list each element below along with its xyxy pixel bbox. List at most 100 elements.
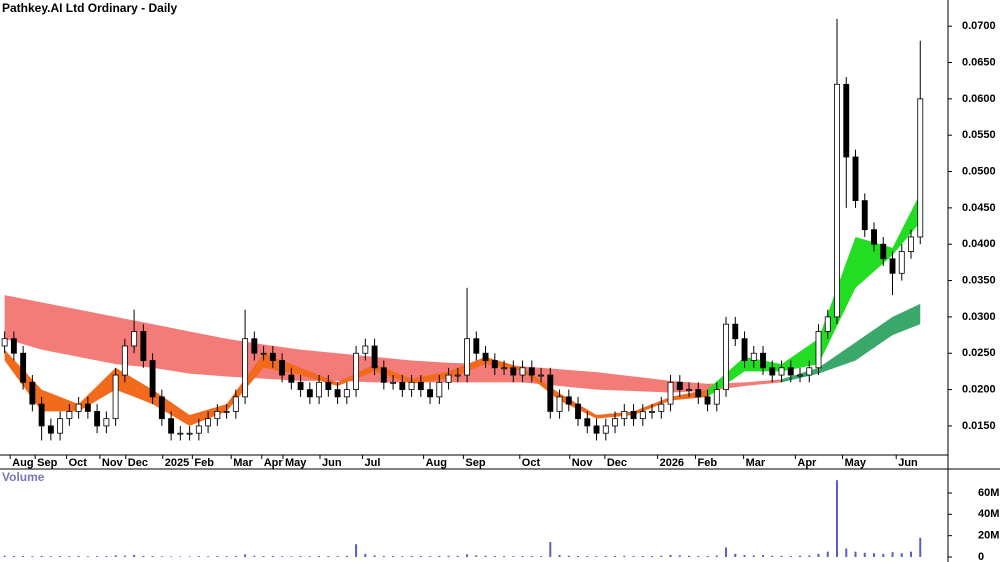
candle-body — [815, 331, 822, 369]
volume-bar — [281, 556, 284, 557]
volume-bar — [743, 554, 746, 557]
candle-body — [158, 396, 165, 420]
x-tick-label: Nov — [102, 457, 124, 469]
x-tick-label: Apr — [797, 457, 817, 469]
candle-body — [501, 367, 508, 370]
candle-body — [10, 338, 17, 354]
candle-body — [417, 381, 424, 390]
candle-body — [797, 374, 803, 377]
y-tick-label: 0.0650 — [962, 56, 996, 68]
candle-body — [131, 331, 138, 347]
candle-body — [408, 381, 415, 390]
candle-body — [454, 374, 461, 377]
candle-body — [769, 367, 776, 376]
candle-body — [547, 374, 554, 412]
volume-bar — [216, 556, 219, 557]
volume-bar — [558, 554, 561, 557]
volume-bar — [549, 542, 552, 557]
x-tick-label: Oct — [522, 457, 541, 469]
volume-bar — [151, 556, 154, 557]
volume-bar — [595, 556, 598, 557]
candle-body — [371, 345, 378, 369]
volume-bar — [910, 551, 913, 557]
x-tick-label: Oct — [69, 457, 88, 469]
volume-bar — [114, 555, 117, 557]
candle-body — [852, 156, 859, 202]
candle-body — [140, 331, 147, 361]
x-tick-label: 2026 — [660, 457, 684, 469]
volume-bar — [715, 555, 718, 557]
volume-bar — [540, 556, 543, 557]
candle-body — [750, 352, 757, 361]
volume-bar — [706, 556, 709, 557]
candle-body — [575, 403, 581, 420]
ma-band — [781, 303, 921, 383]
candle-body — [306, 389, 313, 398]
ma-band — [4, 295, 782, 393]
volume-bar — [308, 556, 311, 557]
volume-bar — [318, 555, 321, 557]
volume-bar — [3, 555, 6, 557]
candle-body — [66, 410, 73, 420]
volume-bar — [521, 555, 524, 557]
volume-bar — [512, 556, 515, 557]
volume-label: Volume — [2, 470, 45, 484]
candle-body — [778, 367, 785, 376]
candle-body — [436, 381, 443, 398]
volume-bar — [59, 556, 62, 557]
candle-body — [787, 367, 794, 376]
volume-bar — [660, 555, 663, 557]
volume-bar — [882, 553, 885, 557]
volume-bar — [826, 551, 829, 557]
candle-body — [528, 367, 535, 376]
x-tick-label: Sep — [37, 457, 57, 469]
volume-bar — [133, 554, 136, 557]
candle-body — [482, 352, 489, 361]
volume-bar — [817, 553, 820, 557]
candle-body — [686, 389, 692, 391]
volume-bar — [447, 555, 450, 557]
volume-bar — [493, 555, 496, 557]
x-tick-label: Aug — [426, 457, 447, 469]
candle-body — [57, 418, 64, 434]
x-tick-label: Apr — [264, 457, 284, 469]
candle-body — [75, 403, 82, 412]
volume-bar — [49, 556, 52, 557]
candle-body — [695, 389, 702, 398]
candle-body — [288, 374, 295, 383]
volume-bar — [410, 555, 413, 557]
candle-body — [861, 200, 868, 231]
volume-bar — [401, 556, 404, 557]
candle-body — [362, 345, 369, 354]
candle-body — [806, 367, 813, 376]
candle-body — [20, 352, 27, 383]
candle-body — [519, 367, 526, 376]
volume-bar — [207, 556, 210, 557]
y-tick-label: 0.0150 — [962, 420, 996, 432]
volume-bar — [678, 555, 681, 557]
candle-body — [390, 381, 397, 384]
volume-bar — [373, 555, 376, 557]
candle-body — [713, 389, 720, 405]
candle-body — [880, 243, 887, 260]
candle-body — [584, 418, 591, 427]
x-tick-label: Feb — [698, 457, 718, 469]
volume-bar — [854, 551, 857, 557]
volume-tick-label: 60M — [978, 487, 999, 499]
y-tick-label: 0.0300 — [962, 311, 996, 323]
candle-body — [723, 323, 729, 390]
x-tick-label: Sep — [465, 457, 485, 469]
candle-body — [510, 367, 517, 376]
volume-bar — [142, 555, 145, 557]
candle-body — [168, 418, 175, 434]
volume-bar — [327, 556, 330, 557]
volume-bar — [419, 556, 422, 557]
volume-bar — [31, 556, 34, 557]
x-tick-label: May — [285, 457, 307, 469]
candle-body — [658, 403, 665, 412]
volume-bar — [234, 555, 237, 557]
volume-bar — [503, 556, 506, 557]
volume-bar — [725, 547, 728, 557]
candle-body — [297, 381, 304, 390]
